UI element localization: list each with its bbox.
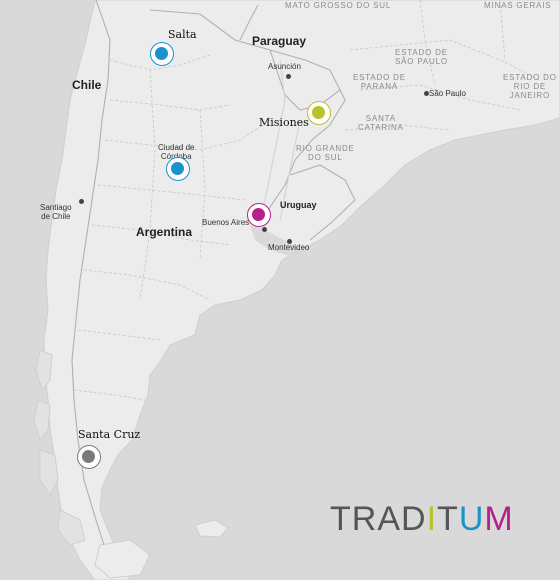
state-label-line: RIO GRANDE — [296, 144, 355, 153]
state-label-line: PARANÁ — [360, 81, 398, 91]
region-label-santa-cruz: Santa Cruz — [78, 428, 141, 441]
state-label-parana: ESTADO DE PARANÁ — [353, 73, 406, 92]
logo-letter: D — [401, 500, 427, 538]
region-marker-misiones[interactable] — [307, 101, 331, 125]
state-label-santa-catarina: SANTA CATARINA — [358, 114, 404, 133]
city-label-buenos-aires: Buenos Aires — [202, 218, 250, 227]
marker-dot — [155, 47, 168, 60]
country-label-argentina: Argentina — [136, 225, 193, 239]
capital-marker-buenos-aires — [262, 227, 267, 232]
falkland-islands — [194, 519, 229, 538]
state-label-line: ESTADO DO — [503, 73, 557, 82]
capital-marker-montevideo — [287, 239, 292, 244]
state-label-line: SANTA — [365, 114, 396, 123]
logo-letter: A — [377, 500, 402, 538]
state-label-line: RIO DE — [513, 81, 547, 91]
rio-de-la-plata — [250, 225, 300, 256]
marker-dot — [171, 162, 184, 175]
logo-letter: U — [458, 500, 485, 538]
state-label-mato-grosso-do-sul: MATO GROSSO DO SUL — [285, 1, 392, 10]
city-label-asuncion: Asunción — [268, 62, 301, 71]
chile-islands — [33, 349, 86, 546]
marker-dot — [82, 450, 95, 463]
logo-letter: M — [484, 500, 514, 538]
state-label-line: SÃO PAULO — [395, 56, 448, 66]
region-marker-santa-cruz[interactable] — [77, 445, 101, 469]
capital-marker-sao-paulo — [424, 91, 429, 96]
city-label-line: de Chile — [41, 211, 71, 221]
state-label-line: JANEIRO — [509, 90, 550, 100]
province-borders — [73, 0, 541, 401]
region-marker-buenos-aires[interactable] — [247, 203, 271, 227]
city-label-line: Córdoba — [158, 152, 194, 162]
city-label-santiago: Santiago de Chile — [40, 203, 72, 222]
region-marker-cordoba[interactable] — [166, 157, 190, 181]
logo-letter: I — [426, 500, 438, 538]
marker-dot — [312, 106, 325, 119]
marker-dot — [252, 208, 265, 221]
city-label-line: Santiago — [40, 203, 72, 212]
state-label-line: ESTADO DE — [353, 73, 406, 82]
logo-letter: T — [330, 500, 352, 538]
city-label-montevideo: Montevideo — [268, 243, 310, 252]
capital-marker-asuncion — [286, 74, 291, 79]
region-label-salta: Salta — [168, 28, 197, 41]
logo-letter: T — [437, 500, 459, 538]
state-label-rio-grande-do-sul: RIO GRANDE DO SUL — [296, 144, 355, 163]
state-label-minas-gerais: MINAS GERAIS — [484, 1, 552, 10]
country-label-chile: Chile — [72, 78, 102, 92]
traditum-logo: TRADITUM — [330, 500, 514, 539]
state-label-line: DO SUL — [308, 152, 343, 162]
country-label-uruguay: Uruguay — [280, 200, 317, 210]
state-label-line: ESTADO DE — [395, 48, 448, 57]
logo-letter: R — [351, 500, 378, 538]
state-label-rio-de-janeiro: ESTADO DO RIO DE JANEIRO — [503, 73, 557, 100]
region-label-misiones: Misiones — [259, 116, 309, 129]
city-label-sao-paulo: São Paulo — [429, 89, 466, 98]
city-label-line: Ciudad de — [158, 143, 195, 152]
state-label-sao-paulo: ESTADO DE SÃO PAULO — [395, 48, 448, 67]
capital-marker-santiago — [79, 199, 84, 204]
state-label-line: CATARINA — [358, 122, 404, 132]
tierra-del-fuego — [94, 539, 151, 579]
region-marker-salta[interactable] — [150, 42, 174, 66]
land-mass — [43, 0, 560, 580]
city-label-cordoba: Ciudad de Córdoba — [158, 143, 195, 162]
country-label-paraguay: Paraguay — [252, 34, 307, 48]
